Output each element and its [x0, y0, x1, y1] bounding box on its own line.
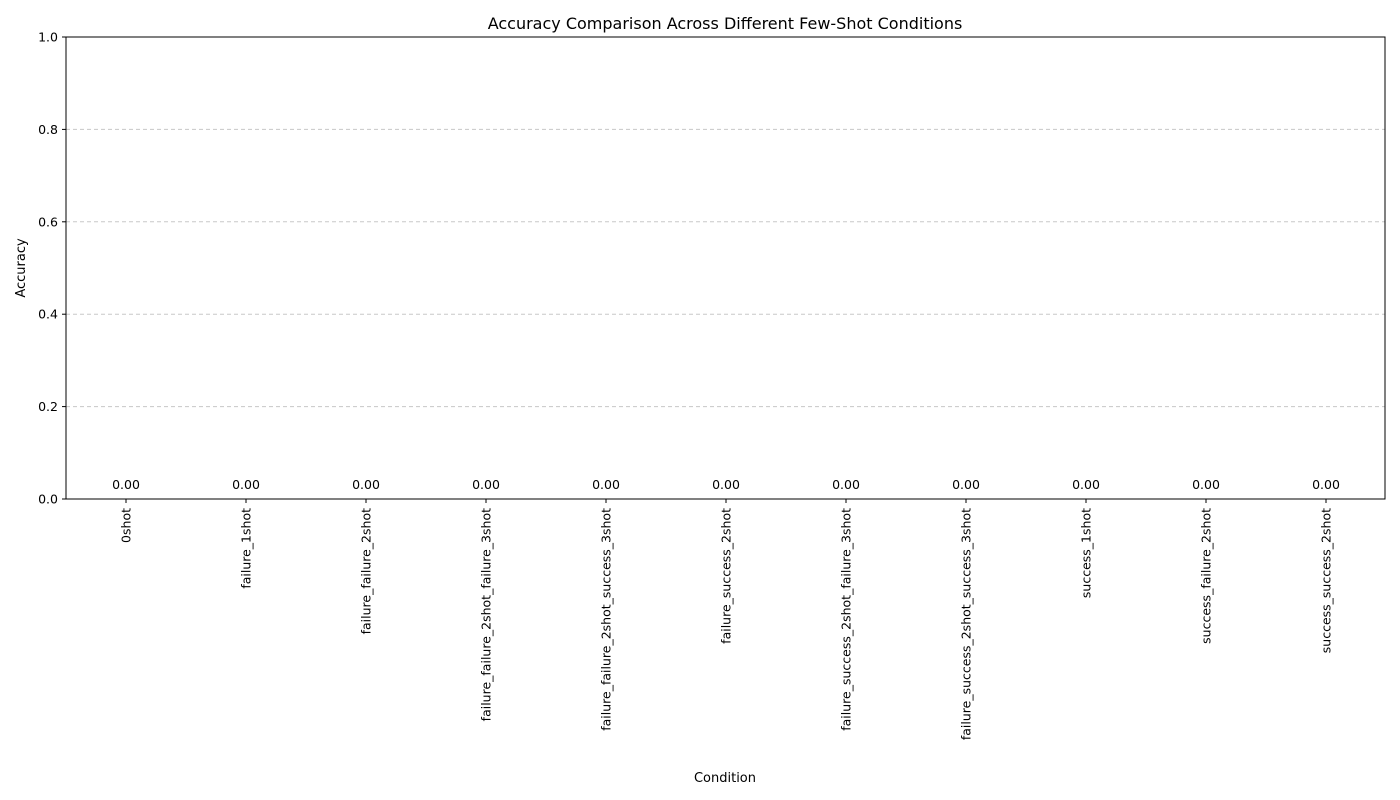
x-tick-label: failure_failure_2shot_failure_3shot — [479, 508, 494, 721]
x-tick-label: failure_success_2shot_failure_3shot — [839, 508, 854, 731]
x-tick-label: success_failure_2shot — [1199, 508, 1214, 644]
y-tick-label: 0.0 — [38, 492, 58, 507]
bar-value-label: 0.00 — [952, 477, 980, 492]
x-tick-label: failure_success_2shot_success_3shot — [959, 508, 974, 740]
x-tick-label: failure_failure_2shot_success_3shot — [599, 508, 614, 731]
bar-value-label: 0.00 — [112, 477, 140, 492]
bar-value-label: 0.00 — [352, 477, 380, 492]
x-tick-label: failure_1shot — [239, 508, 254, 589]
bar-value-label: 0.00 — [1072, 477, 1100, 492]
bar-value-label: 0.00 — [832, 477, 860, 492]
x-tick-label: failure_success_2shot — [719, 508, 734, 644]
chart-title: Accuracy Comparison Across Different Few… — [488, 14, 963, 33]
y-tick-label: 1.0 — [38, 30, 58, 45]
x-tick-label: failure_failure_2shot — [359, 508, 374, 635]
y-tick-label: 0.6 — [38, 214, 58, 229]
x-tick-label: 0shot — [119, 508, 134, 543]
y-axis-label: Accuracy — [14, 238, 29, 298]
data-labels: 0.00 0.00 0.00 0.00 0.00 0.00 0.00 0.00 0.00 0.00… — [112, 477, 1340, 492]
bar-value-label: 0.00 — [1312, 477, 1340, 492]
x-tick-label: success_1shot — [1079, 508, 1094, 598]
x-axis-label: Condition — [694, 771, 756, 786]
x-tick-label: success_success_2shot — [1319, 508, 1334, 653]
y-tick-label: 0.4 — [38, 307, 58, 322]
y-tick-label: 0.8 — [38, 122, 58, 137]
bar-value-label: 0.00 — [712, 477, 740, 492]
y-gridlines — [66, 128, 1385, 408]
bar-value-label: 0.00 — [592, 477, 620, 492]
y-axis-ticks: 0.0 0.2 0.4 0.6 0.8 1.0 — [38, 30, 66, 507]
x-axis-ticks: 0shot failure_1shot failure_failure_2shot f… — [119, 499, 1334, 740]
bar-value-label: 0.00 — [472, 477, 500, 492]
bar-value-label: 0.00 — [232, 477, 260, 492]
y-tick-label: 0.2 — [38, 399, 58, 414]
plot-frame — [65, 36, 1386, 500]
bar-value-label: 0.00 — [1192, 477, 1220, 492]
